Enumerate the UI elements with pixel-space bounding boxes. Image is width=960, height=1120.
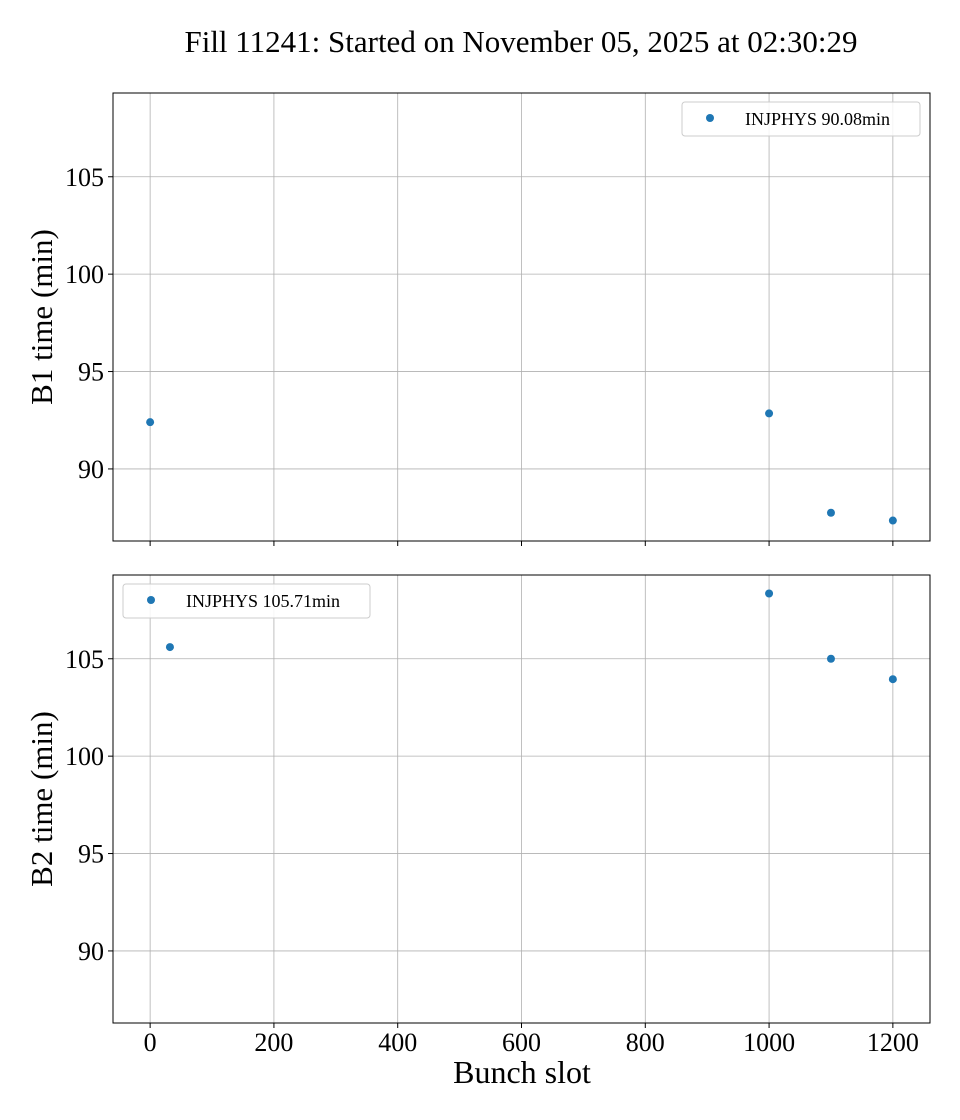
b2-x-tick-label: 400	[378, 1028, 417, 1057]
b2-y-axis-label: B2 time (min)	[24, 711, 59, 887]
figure-title: Fill 11241: Started on November 05, 2025…	[184, 24, 857, 59]
b2-x-tick-label: 1000	[743, 1028, 795, 1057]
b1-legend-marker	[706, 114, 714, 122]
b1-time-panel: B1 time (min) 90 95 100 105 INJPHYS 90.08min	[24, 92, 931, 546]
b1-data-point	[765, 409, 774, 418]
x-axis-label: Bunch slot	[453, 1054, 591, 1090]
b2-y-tick-label: 105	[65, 645, 104, 674]
b1-data-point	[888, 516, 897, 525]
b2-x-tick-label: 0	[144, 1028, 157, 1057]
b2-y-tick-label: 95	[78, 840, 104, 869]
b1-y-tick-label: 95	[78, 358, 104, 387]
b1-data-point	[146, 418, 155, 427]
b2-y-tick-label: 90	[78, 937, 104, 966]
b2-legend-box	[122, 583, 371, 619]
b2-data-point	[888, 675, 897, 684]
b1-data-point	[826, 508, 835, 517]
b2-data-point	[826, 654, 835, 663]
b2-data-point	[765, 589, 774, 598]
b1-y-axis-label: B1 time (min)	[24, 229, 59, 405]
b2-x-tick-label: 1200	[867, 1028, 919, 1057]
b1-y-tick-label: 90	[78, 455, 104, 484]
b2-x-tick-label: 800	[626, 1028, 665, 1057]
b2-data-point	[165, 643, 174, 652]
b2-legend-label: INJPHYS 105.71min	[186, 591, 340, 611]
b2-legend-marker	[147, 596, 155, 604]
b2-x-tick-label: 600	[502, 1028, 541, 1057]
b1-y-tick-label: 105	[65, 163, 104, 192]
b2-time-panel: B2 time (min) Bunch slot 0 200 400 600 800 10…	[24, 574, 931, 1090]
b1-legend-box	[681, 101, 921, 137]
b2-x-tick-label: 200	[254, 1028, 293, 1057]
b1-y-tick-label: 100	[65, 260, 104, 289]
b2-y-tick-label: 100	[65, 742, 104, 771]
b1-legend-label: INJPHYS 90.08min	[745, 109, 890, 129]
